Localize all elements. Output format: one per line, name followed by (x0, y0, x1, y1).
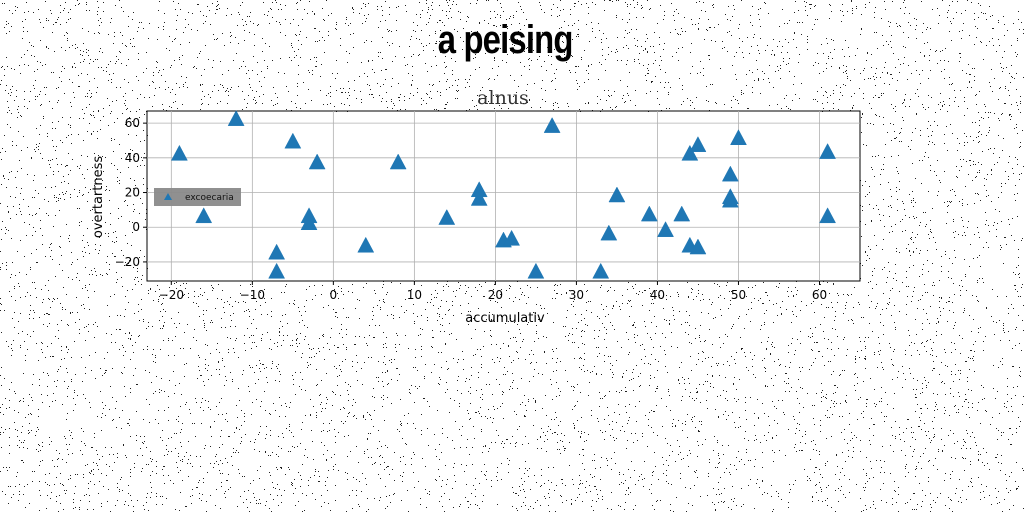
data-point (543, 117, 561, 133)
x-tick-label: 20 (488, 288, 503, 302)
y-axis-label: overtartness (91, 156, 106, 239)
data-point (600, 224, 618, 241)
data-point (389, 153, 407, 170)
data-point (681, 144, 699, 161)
legend: excoecaria (154, 188, 241, 206)
data-point (721, 165, 739, 182)
data-point (170, 144, 188, 161)
x-tick-label: 30 (569, 288, 584, 302)
data-point (527, 262, 545, 279)
x-axis-label: accumulativ (465, 311, 545, 326)
x-tick-label: 60 (812, 288, 827, 302)
y-tick-label: −20 (115, 255, 140, 269)
data-point (819, 143, 837, 159)
x-tick-label: 0 (330, 288, 338, 302)
series-excoecaria (170, 110, 837, 279)
data-point (640, 205, 658, 222)
x-tick-label: 40 (650, 288, 665, 302)
page-title: a peising (437, 18, 574, 62)
data-point (730, 129, 747, 146)
x-tick-label: 50 (731, 288, 746, 302)
x-tick-label: −20 (159, 288, 184, 302)
data-point (673, 205, 691, 222)
grid (147, 111, 860, 281)
data-point (592, 262, 610, 279)
data-point (268, 243, 286, 260)
data-point (657, 221, 674, 237)
data-point (195, 207, 213, 224)
data-point (721, 191, 739, 208)
data-point (227, 110, 245, 126)
data-point (470, 189, 488, 206)
plot-area (146, 110, 861, 282)
y-tick-label: 40 (125, 151, 140, 165)
data-point (819, 207, 837, 224)
data-point (308, 153, 326, 170)
data-point (284, 132, 302, 149)
legend-marker (164, 193, 172, 200)
x-tick-label: 10 (407, 288, 422, 302)
y-tick-label: 20 (125, 186, 140, 200)
data-point (689, 136, 707, 152)
legend-box (154, 188, 241, 206)
data-point (608, 186, 626, 203)
data-point (438, 209, 456, 225)
y-tick-label: 60 (125, 116, 140, 130)
data-point (268, 262, 286, 279)
data-point (357, 236, 375, 253)
data-point (689, 238, 707, 255)
axis-ticks: −20 −10 0 10 20 30 40 50 60 −20 0 20 40 60 (115, 116, 827, 302)
legend-label: excoecaria (185, 193, 234, 203)
data-point (300, 214, 318, 231)
x-tick-label: −10 (240, 288, 265, 302)
y-tick-label: 0 (132, 220, 140, 234)
chart-title: alnus (477, 87, 529, 109)
data-point (503, 229, 521, 246)
